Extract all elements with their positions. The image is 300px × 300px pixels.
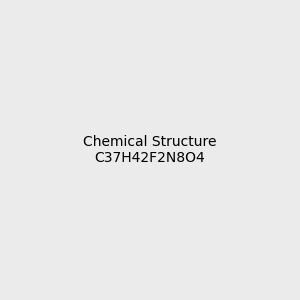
Text: Chemical Structure
C37H42F2N8O4: Chemical Structure C37H42F2N8O4 <box>83 135 217 165</box>
